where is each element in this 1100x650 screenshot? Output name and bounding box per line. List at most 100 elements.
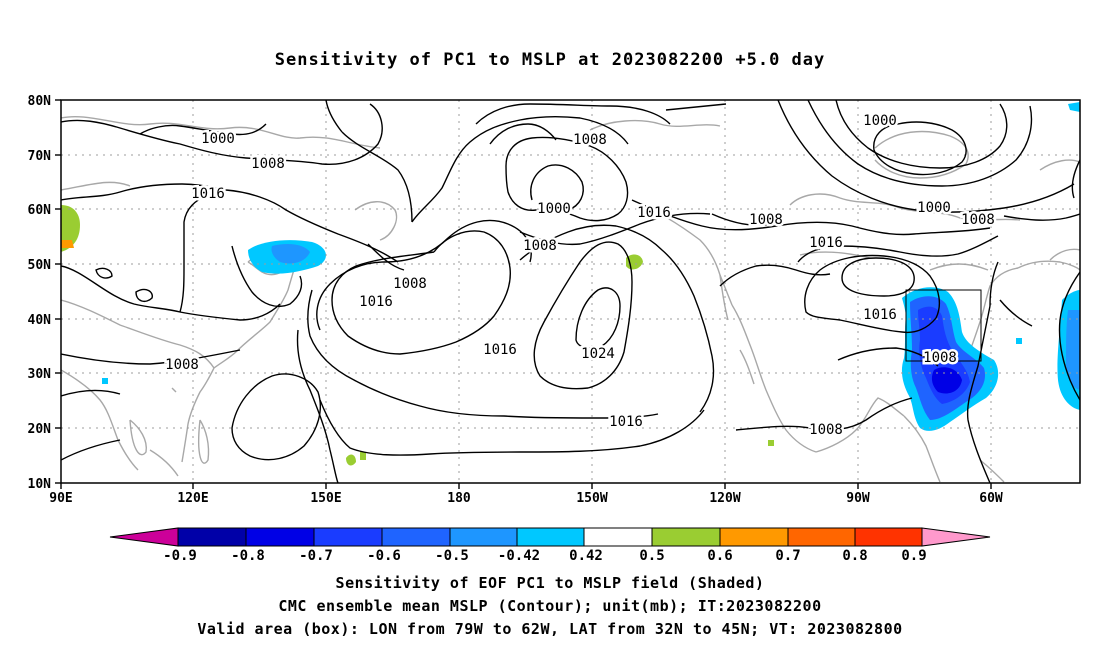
contour-line <box>489 123 557 145</box>
contour-label: 1000 <box>201 131 235 147</box>
contour-line <box>475 103 671 125</box>
contour-line <box>519 212 711 246</box>
lon-label: 60W <box>979 491 1003 506</box>
contour-line <box>807 100 1033 187</box>
contour-label: 1000 <box>863 113 897 129</box>
contour-line <box>61 265 281 321</box>
colorbar-segment <box>583 527 653 547</box>
caption-shaded: Sensitivity of EOF PC1 to MSLP field (Sh… <box>335 574 765 592</box>
contour-line <box>307 289 659 419</box>
contour-line <box>319 399 705 456</box>
valid-area-box <box>905 289 982 362</box>
contour-label: 1016 <box>483 342 517 358</box>
lon-label: 120E <box>177 491 208 506</box>
colorbar-right-arrow <box>921 527 991 547</box>
contour-line <box>841 257 915 297</box>
contour-line <box>631 199 991 236</box>
colorbar-label: 0.5 <box>639 548 664 564</box>
map-title: Sensitivity of PC1 to MSLP at 2023082200… <box>274 50 826 70</box>
colorbar-segment <box>245 527 315 547</box>
colorbar-left-arrow <box>109 527 179 547</box>
contour-line <box>711 213 773 226</box>
contour-line <box>411 115 629 223</box>
lat-label: 50N <box>28 258 52 273</box>
colorbar-segment <box>787 527 856 547</box>
colorbar-label: 0.7 <box>775 548 800 564</box>
colorbar-label: 0.8 <box>842 548 867 564</box>
lat-label: 30N <box>28 367 52 382</box>
lat-labels: 80N 70N 60N 50N 40N 30N 20N 10N <box>28 94 52 492</box>
contour-line <box>533 241 633 390</box>
plot-frame <box>60 99 1081 484</box>
colorbar-segment <box>854 527 923 547</box>
contour-label: 1016 <box>609 414 643 430</box>
sensitivity-shading <box>61 102 1080 466</box>
contour-line <box>95 267 113 279</box>
lon-label: 90W <box>846 491 870 506</box>
contour-line <box>135 288 153 303</box>
contour-label: 1008 <box>573 132 607 148</box>
contour-line <box>231 245 303 308</box>
colorbar-label: 0.42 <box>569 548 603 564</box>
contour-line <box>61 439 121 461</box>
contour-line <box>735 397 913 431</box>
colorbar-segment <box>719 527 789 547</box>
contour-label: 1024 <box>581 346 615 362</box>
lon-label: 150E <box>310 491 341 506</box>
contour-label: 1008 <box>251 156 285 172</box>
lat-label: 70N <box>28 149 52 164</box>
contour-line <box>61 389 121 397</box>
colorbar-segment <box>381 527 451 547</box>
contour-label: 1008 <box>809 422 843 438</box>
contour-label: 1008 <box>393 276 427 292</box>
contour-line <box>179 195 207 313</box>
contour-line <box>777 100 1075 213</box>
contour-label: 1000 <box>537 201 571 217</box>
mslp-contours <box>61 100 1080 483</box>
colorbar-label: -0.8 <box>231 548 265 564</box>
contour-line <box>139 123 267 136</box>
contour-line <box>665 103 727 111</box>
contour-line <box>1058 271 1080 401</box>
colorbar-label: -0.42 <box>498 548 540 564</box>
lat-label: 10N <box>28 477 52 492</box>
contour-line <box>837 347 939 367</box>
contour-line <box>61 183 399 263</box>
colorbar-label: 0.6 <box>707 548 732 564</box>
contour-line <box>325 100 343 133</box>
colorbar-label: -0.7 <box>299 548 333 564</box>
colorbar-label: -0.9 <box>163 548 197 564</box>
contour-line <box>61 103 383 166</box>
contour-label: 1016 <box>637 205 671 221</box>
contour-line <box>231 373 322 461</box>
lon-label: 90E <box>49 491 72 506</box>
lat-label: 80N <box>28 94 52 109</box>
contour-label: 1008 <box>961 212 995 228</box>
contour-line <box>575 287 621 349</box>
colorbar-label: -0.6 <box>367 548 401 564</box>
colorbar-label: 0.9 <box>901 548 926 564</box>
contour-label: 1016 <box>809 235 843 251</box>
contour-line <box>804 254 941 334</box>
contour-line <box>331 230 511 355</box>
lat-label: 20N <box>28 422 52 437</box>
lat-label: 60N <box>28 203 52 218</box>
lon-labels: 90E 120E 150E 180 150W 120W 90W 60W <box>49 491 1003 506</box>
colorbar-label: -0.5 <box>435 548 469 564</box>
contour-line <box>999 299 1033 327</box>
contour-line <box>797 235 999 263</box>
contour-label: 1000 <box>917 200 951 216</box>
colorbar-segment <box>449 527 518 547</box>
contour-label: 1008 <box>523 238 557 254</box>
contour-label: 1008 <box>923 350 957 366</box>
axis-ticks <box>55 99 992 489</box>
caption-contour: CMC ensemble mean MSLP (Contour); unit(m… <box>278 597 822 615</box>
lon-label: 120W <box>709 491 740 506</box>
contour-line <box>719 264 831 287</box>
colorbar <box>109 527 991 547</box>
contour-line <box>316 219 532 331</box>
lat-label: 40N <box>28 313 52 328</box>
contour-line <box>519 224 715 413</box>
caption-valid-area: Valid area (box): LON from 79W to 62W, L… <box>197 620 903 638</box>
contour-label: 1016 <box>191 186 225 202</box>
